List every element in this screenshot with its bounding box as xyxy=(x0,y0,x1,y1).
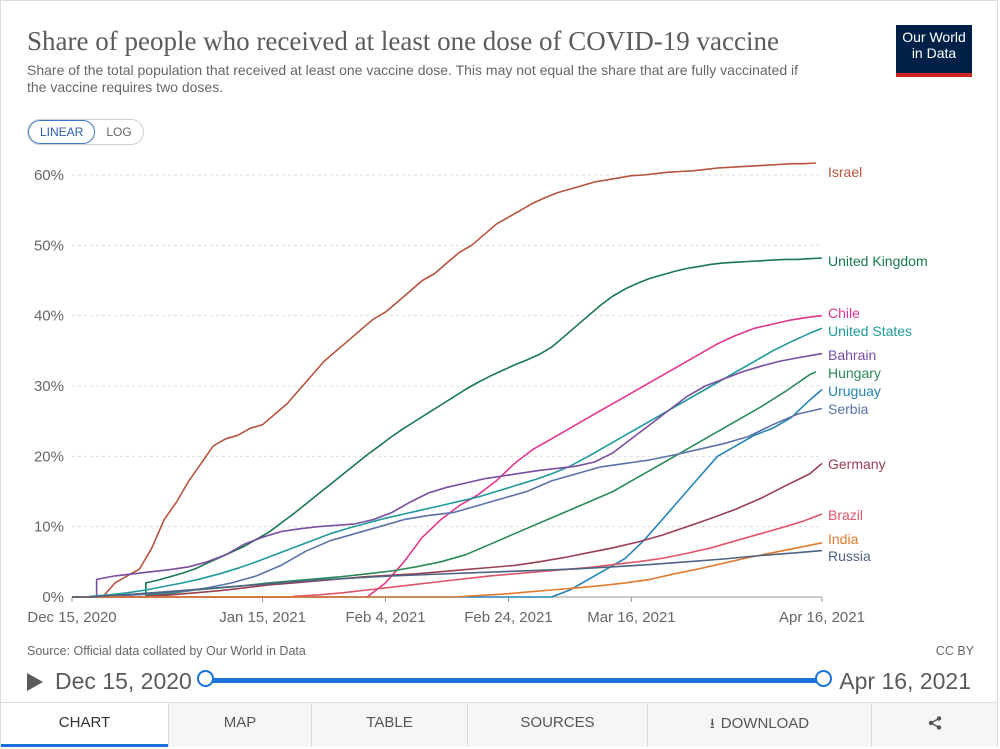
y-tick-label: 10% xyxy=(34,519,64,536)
series-label: Israel xyxy=(828,164,862,180)
series-line-india xyxy=(72,542,823,598)
y-tick-label: 30% xyxy=(34,378,64,395)
timeline-track[interactable] xyxy=(205,678,823,683)
linear-scale-button[interactable]: LINEAR xyxy=(28,120,96,144)
series-line-uruguay xyxy=(72,388,823,598)
series-line-russia xyxy=(72,549,823,598)
owid-logo[interactable]: Our World in Data xyxy=(896,25,972,77)
series-label: Uruguay xyxy=(828,383,881,399)
series-label: Hungary xyxy=(828,365,881,381)
play-icon[interactable] xyxy=(27,673,43,691)
series-label: Brazil xyxy=(828,507,863,523)
timeline-start-label: Dec 15, 2020 xyxy=(55,668,192,694)
timeline: Dec 15, 2020 Apr 16, 2021 xyxy=(25,664,975,696)
y-tick-label: 50% xyxy=(34,237,64,254)
timeline-end-label: Apr 16, 2021 xyxy=(839,668,971,694)
chart-title: Share of people who received at least on… xyxy=(27,26,779,56)
x-tick-label: Jan 15, 2021 xyxy=(219,609,306,626)
scale-toggle: LINEAR LOG xyxy=(27,119,144,145)
line-chart: 0% 10% 20% 30% 40% 50% 60% Dec 15, 2020 Jan 15, … xyxy=(27,162,928,626)
x-tick-label: Dec 15, 2020 xyxy=(27,609,116,626)
x-tick-label: Apr 16, 2021 xyxy=(779,609,865,626)
series-label: United Kingdom xyxy=(828,253,928,269)
series-line-bahrain xyxy=(72,352,823,598)
y-tick-label: 40% xyxy=(34,308,64,325)
tab-download[interactable]: ⭳ DOWNLOAD xyxy=(647,703,871,747)
series-label: United States xyxy=(828,323,912,339)
tab-chart[interactable]: CHART xyxy=(1,703,168,747)
series-label: Russia xyxy=(828,548,871,564)
x-tick-label: Feb 24, 2021 xyxy=(464,609,552,626)
series-label: Bahrain xyxy=(828,347,876,363)
logo-line2: in Data xyxy=(911,45,957,61)
tab-sources[interactable]: SOURCES xyxy=(467,703,647,747)
tab-map[interactable]: MAP xyxy=(168,703,311,747)
download-icon: ⭳ xyxy=(709,715,715,731)
source-note: Source: Official data collated by Our Wo… xyxy=(27,644,306,658)
tab-bar: CHART MAP TABLE SOURCES ⭳ DOWNLOAD xyxy=(1,702,997,747)
y-tick-label: 0% xyxy=(42,589,64,606)
license-link[interactable]: CC BY xyxy=(935,644,974,658)
timeline-start-handle[interactable] xyxy=(197,670,214,687)
series-line-united-states xyxy=(72,327,823,598)
series-line-hungary xyxy=(72,371,817,598)
y-tick-label: 60% xyxy=(34,167,64,184)
series-label: Serbia xyxy=(828,401,869,417)
series-label: Germany xyxy=(828,456,886,472)
series-label: India xyxy=(828,531,859,547)
series-line-israel xyxy=(72,162,816,598)
series-line-brazil xyxy=(72,513,823,598)
x-tick-label: Feb 4, 2021 xyxy=(345,609,425,626)
tab-table[interactable]: TABLE xyxy=(311,703,467,747)
share-icon xyxy=(928,716,941,730)
logo-line1: Our World xyxy=(902,29,966,45)
series-line-germany xyxy=(72,462,823,598)
x-tick-label: Mar 16, 2021 xyxy=(587,609,675,626)
tab-share[interactable] xyxy=(871,703,997,747)
series-line-chile xyxy=(72,314,823,598)
y-tick-label: 20% xyxy=(34,448,64,465)
series-label: Chile xyxy=(828,305,860,321)
chart-subtitle: Share of the total population that recei… xyxy=(27,62,798,95)
log-scale-button[interactable]: LOG xyxy=(106,125,132,139)
tab-download-label: DOWNLOAD xyxy=(720,715,810,732)
series-line-united-kingdom xyxy=(72,257,823,598)
timeline-end-handle[interactable] xyxy=(815,670,832,687)
